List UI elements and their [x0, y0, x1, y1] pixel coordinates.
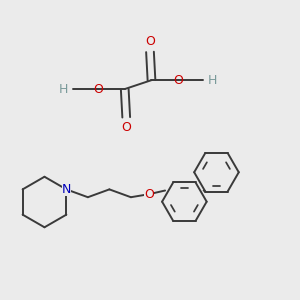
Text: H: H: [59, 82, 68, 96]
Text: O: O: [173, 74, 183, 87]
Text: O: O: [144, 188, 154, 201]
Text: H: H: [208, 74, 217, 87]
Text: O: O: [121, 121, 131, 134]
Text: N: N: [62, 183, 71, 196]
Text: O: O: [93, 82, 103, 96]
Text: O: O: [145, 35, 155, 48]
